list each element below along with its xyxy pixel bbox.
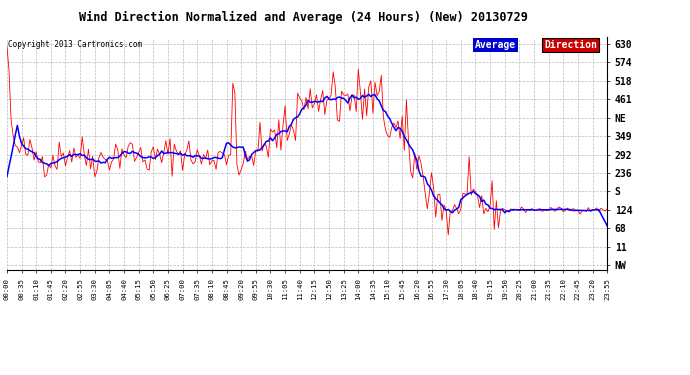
Text: Wind Direction Normalized and Average (24 Hours) (New) 20130729: Wind Direction Normalized and Average (2… — [79, 11, 528, 24]
Text: Direction: Direction — [544, 40, 597, 50]
Text: Copyright 2013 Cartronics.com: Copyright 2013 Cartronics.com — [8, 40, 141, 49]
Text: Average: Average — [475, 40, 516, 50]
